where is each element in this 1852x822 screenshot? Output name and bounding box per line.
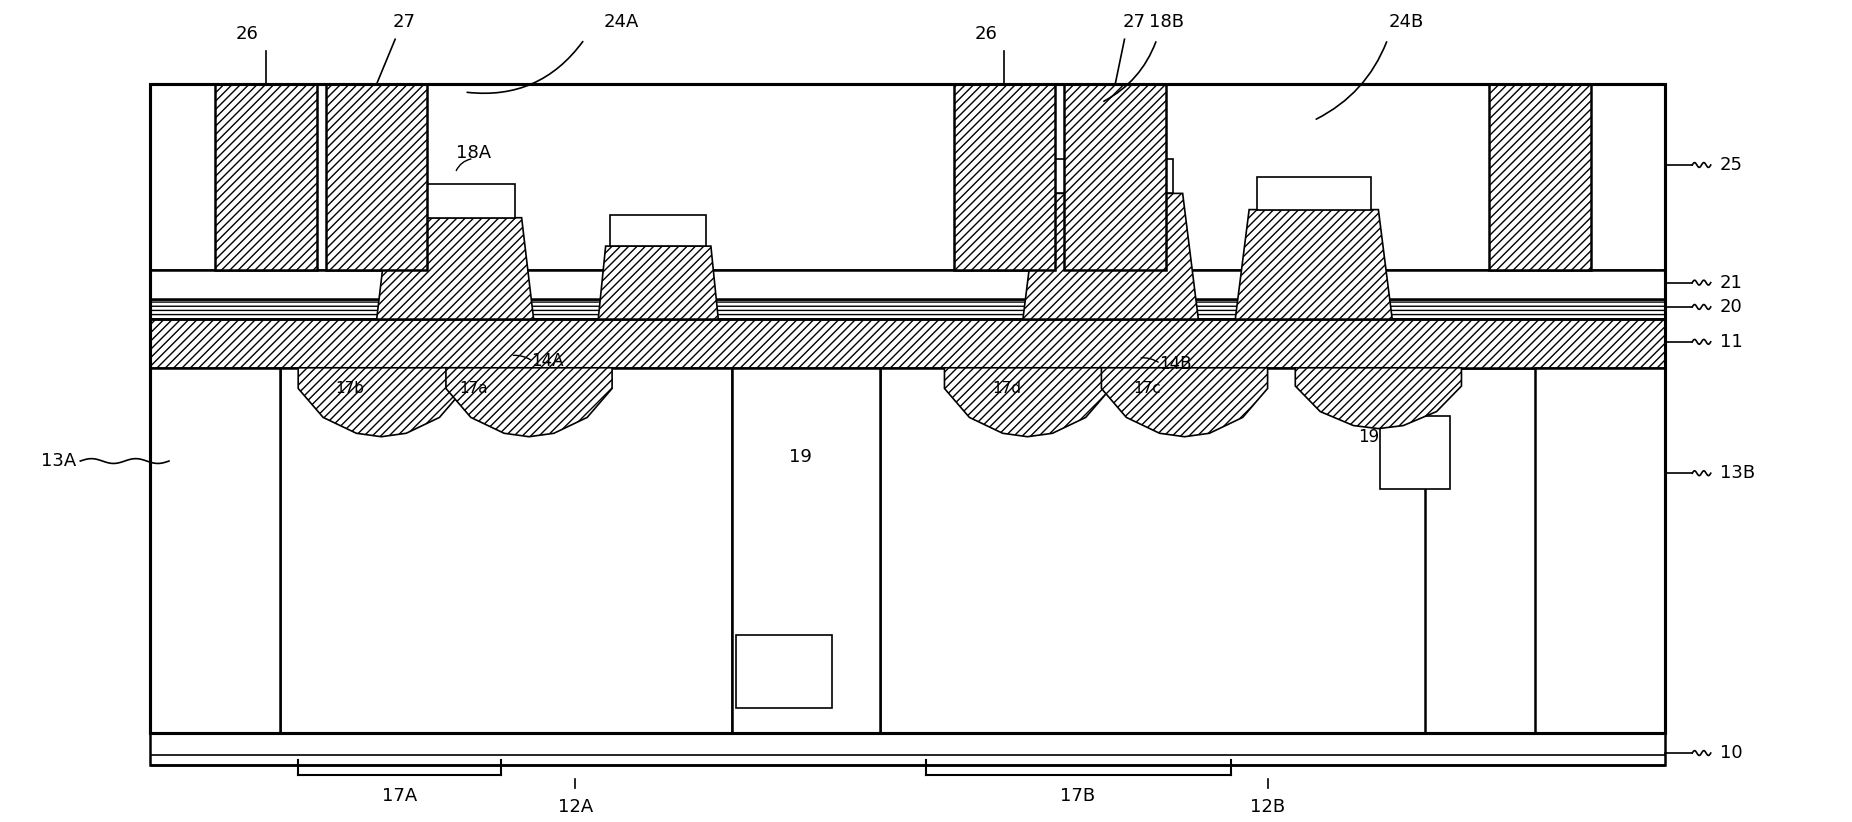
Bar (735, 635, 832, 709)
Bar (280, 367, 732, 732)
Text: 11: 11 (1721, 333, 1743, 351)
Bar (1535, 367, 1665, 732)
Text: 21: 21 (1721, 274, 1743, 292)
Polygon shape (446, 367, 613, 436)
Text: 17A: 17A (382, 787, 417, 805)
Text: 13A: 13A (41, 452, 76, 470)
Text: 24A: 24A (604, 13, 639, 31)
Text: 17B: 17B (1059, 787, 1095, 805)
Text: 24B: 24B (1389, 13, 1424, 31)
Text: 18B: 18B (1148, 13, 1183, 31)
Bar (1489, 84, 1591, 270)
Bar (150, 270, 1665, 299)
Bar (150, 367, 1665, 732)
Bar (1380, 417, 1450, 489)
Text: 13B: 13B (1721, 464, 1756, 483)
Text: 17c: 17c (1133, 381, 1161, 396)
Bar (1065, 84, 1167, 270)
Text: 26: 26 (235, 25, 259, 44)
Bar (150, 84, 1665, 270)
Polygon shape (1022, 193, 1198, 319)
Bar (954, 84, 1056, 270)
Text: 19: 19 (789, 448, 811, 466)
Text: 27: 27 (393, 13, 417, 31)
Polygon shape (598, 246, 719, 319)
Polygon shape (376, 218, 533, 319)
Bar (1048, 159, 1174, 193)
Polygon shape (1102, 367, 1267, 436)
Text: 25: 25 (1721, 156, 1743, 174)
Bar (215, 84, 317, 270)
Text: 12A: 12A (557, 797, 593, 815)
Text: 27: 27 (1122, 13, 1145, 31)
Bar (150, 732, 1665, 765)
Polygon shape (298, 367, 465, 436)
Text: 12B: 12B (1250, 797, 1285, 815)
Text: 19: 19 (1359, 427, 1380, 446)
Polygon shape (1295, 367, 1461, 428)
Text: 17b: 17b (335, 381, 365, 396)
Bar (394, 183, 515, 218)
Bar (150, 319, 1665, 367)
Text: 14B: 14B (1159, 355, 1191, 372)
Bar (326, 84, 428, 270)
Polygon shape (945, 367, 1111, 436)
Bar (732, 367, 880, 732)
Text: 10: 10 (1721, 744, 1743, 762)
Text: 18A: 18A (456, 144, 491, 162)
Bar (150, 367, 280, 732)
Bar (611, 215, 706, 246)
Bar (1256, 178, 1370, 210)
Text: 26: 26 (974, 25, 998, 44)
Polygon shape (1235, 210, 1393, 319)
Bar (150, 84, 1665, 732)
Bar (880, 367, 1424, 732)
Bar (150, 299, 1665, 319)
Text: 20: 20 (1721, 298, 1743, 316)
Bar (150, 84, 1665, 732)
Text: 17d: 17d (993, 381, 1022, 396)
Text: 14A: 14A (532, 353, 563, 370)
Text: 17a: 17a (459, 381, 487, 396)
